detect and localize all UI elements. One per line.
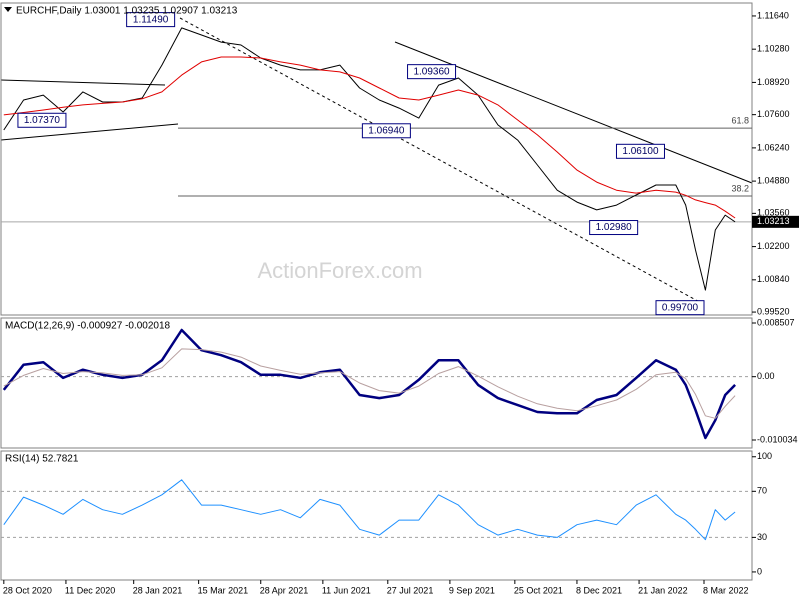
- x-tick-label: 28 Jan 2021: [133, 585, 183, 595]
- x-tick-label: 8 Dec 2021: [576, 585, 622, 595]
- trend-line: [0, 123, 179, 141]
- fib-label: 38.2: [731, 183, 749, 193]
- x-tick-label: 15 Mar 2021: [198, 585, 249, 595]
- series-line: [3, 27, 736, 291]
- y-tick-label: 0: [757, 566, 762, 576]
- price-annotation-box: [361, 123, 411, 139]
- trend-line: [0, 79, 166, 86]
- y-tick-label: 1.02200: [757, 241, 790, 251]
- price-annotation: 1.07370: [24, 115, 61, 126]
- y-tick-label: 70: [757, 486, 767, 496]
- price-annotation-box: [126, 12, 176, 28]
- price-annotation: 0.99700: [662, 302, 699, 313]
- x-tick-label: 28 Apr 2021: [260, 585, 309, 595]
- last-price-label: 1.03213: [757, 216, 790, 226]
- watermark: ActionForex.com: [257, 258, 422, 283]
- fib-label: 61.8: [731, 115, 749, 125]
- price-annotation: 1.09360: [413, 66, 450, 77]
- panel-title: RSI(14) 52.7821: [5, 454, 79, 465]
- panel-frame: [0, 450, 753, 581]
- x-tick-label: 9 Sep 2021: [449, 585, 495, 595]
- price-annotation-box: [589, 220, 639, 236]
- price-annotation: 1.06100: [622, 146, 659, 157]
- y-tick-label: 30: [757, 532, 767, 542]
- x-tick-label: 11 Jun 2021: [322, 585, 371, 595]
- price-annotation: 1.02980: [596, 222, 633, 233]
- price-annotation: 1.06940: [368, 125, 405, 136]
- price-annotation-box: [407, 64, 457, 80]
- x-tick-label: 27 Jul 2021: [387, 585, 434, 595]
- series-line: [2, 328, 736, 440]
- panel-frame: [0, 2, 753, 316]
- y-tick-label: 100: [757, 451, 772, 461]
- x-tick-label: 25 Oct 2021: [514, 585, 563, 595]
- y-tick-label: 1.08920: [757, 77, 790, 87]
- last-price-box: [752, 215, 799, 228]
- menu-icon: [4, 7, 12, 12]
- trend-line: [179, 17, 706, 306]
- y-tick-label: 1.10280: [757, 44, 790, 54]
- y-tick-label: 1.04880: [757, 175, 790, 185]
- y-tick-label: 0.99520: [757, 306, 790, 316]
- panel-frame: [0, 317, 753, 449]
- y-tick-label: 1.00840: [757, 274, 790, 284]
- y-tick-label: 1.06240: [757, 142, 790, 152]
- panel-title: EURCHF,Daily 1.03001 1.03235 1.02907 1.0…: [16, 6, 238, 17]
- y-tick-label: 0.00: [757, 371, 775, 381]
- y-tick-label: 1.07600: [757, 109, 790, 119]
- panel-title: MACD(12,26,9) -0.000927 -0.002018: [5, 321, 171, 332]
- price-annotation-box: [615, 143, 665, 159]
- series-line: [3, 348, 736, 419]
- y-tick-label: 1.03560: [757, 208, 790, 218]
- x-tick-label: 28 Oct 2020: [3, 585, 52, 595]
- x-tick-label: 11 Dec 2020: [65, 585, 115, 595]
- series-line: [3, 56, 736, 219]
- x-tick-label: 8 Mar 2022: [703, 585, 749, 595]
- series-line: [3, 479, 736, 541]
- y-tick-label: 1.11640: [757, 10, 789, 20]
- x-tick-label: 21 Jan 2022: [638, 585, 688, 595]
- price-annotation-box: [17, 112, 67, 128]
- y-tick-label: 0.008507: [757, 317, 795, 327]
- y-tick-label: -0.010034: [757, 434, 798, 444]
- price-annotation-box: [655, 300, 705, 316]
- price-annotation: 1.11490: [133, 14, 169, 25]
